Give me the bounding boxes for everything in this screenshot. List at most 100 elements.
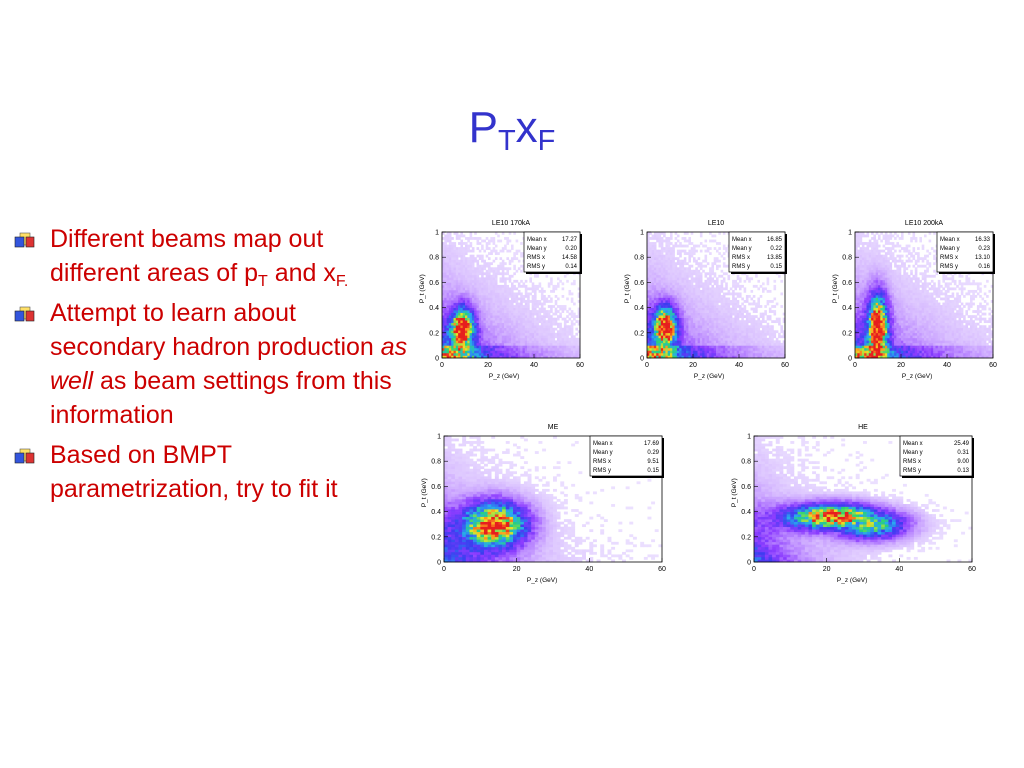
y-axis-label: P_t (GeV) bbox=[624, 274, 631, 303]
heatmap-cell bbox=[672, 307, 675, 311]
heatmap-cell bbox=[889, 352, 893, 356]
heatmap-cell bbox=[492, 342, 496, 346]
heatmap-cell bbox=[663, 350, 666, 354]
y-tick-label: 0.4 bbox=[634, 305, 644, 312]
heatmap-cell bbox=[501, 269, 505, 273]
heatmap-cell bbox=[483, 307, 486, 311]
heatmap-cell bbox=[501, 315, 505, 318]
heatmap-cell bbox=[882, 257, 886, 261]
heatmap-cell bbox=[442, 325, 445, 329]
heatmap-cell bbox=[458, 337, 461, 341]
heatmap-cell bbox=[780, 327, 783, 331]
heatmap-cell bbox=[713, 317, 717, 321]
heatmap-cell bbox=[868, 322, 872, 326]
heatmap-cell bbox=[444, 242, 447, 245]
heatmap-cell bbox=[748, 302, 751, 306]
heatmap-cell bbox=[448, 249, 452, 253]
heatmap-cell bbox=[882, 289, 886, 293]
heatmap-cell bbox=[732, 340, 735, 344]
heatmap-cell bbox=[866, 330, 870, 334]
heatmap-cell bbox=[757, 332, 760, 336]
heatmap-cell bbox=[688, 322, 691, 326]
heatmap-cell bbox=[506, 257, 509, 261]
heatmap-cell bbox=[859, 272, 863, 276]
heatmap-cell bbox=[670, 282, 673, 286]
heatmap-cell bbox=[699, 312, 703, 316]
heatmap-cell bbox=[554, 345, 558, 349]
heatmap-cell bbox=[663, 352, 666, 356]
heatmap-cell bbox=[875, 352, 879, 356]
heatmap-cell bbox=[861, 272, 865, 276]
heatmap-cell bbox=[467, 325, 470, 329]
heatmap-cell bbox=[568, 332, 572, 336]
heatmap-cell bbox=[474, 232, 477, 235]
heatmap-cell bbox=[501, 289, 505, 293]
heatmap-cell bbox=[460, 312, 463, 316]
heatmap-cell bbox=[490, 355, 493, 359]
heatmap-cell bbox=[647, 232, 650, 235]
heatmap-cell bbox=[522, 322, 526, 326]
heatmap-cell bbox=[485, 315, 489, 318]
heatmap-cell bbox=[702, 355, 705, 359]
heatmap-cell bbox=[866, 347, 870, 351]
heatmap-cell bbox=[490, 340, 493, 344]
heatmap-cell bbox=[481, 320, 484, 324]
heatmap-cell bbox=[734, 345, 737, 349]
heatmap-cell bbox=[697, 332, 701, 336]
heatmap-cell bbox=[658, 310, 662, 313]
heatmap-cell bbox=[511, 352, 514, 356]
heatmap-cell bbox=[697, 322, 701, 326]
heatmap-cell bbox=[693, 335, 696, 339]
heatmap-cell bbox=[451, 244, 454, 248]
heatmap-cell bbox=[474, 272, 477, 276]
heatmap-cell bbox=[873, 257, 876, 261]
heatmap-cell bbox=[741, 315, 744, 318]
heatmap-cell bbox=[688, 320, 691, 324]
heatmap-cell bbox=[471, 342, 475, 346]
heatmap-cell bbox=[494, 277, 498, 281]
heatmap-cell bbox=[880, 302, 883, 306]
heatmap-cell bbox=[764, 347, 767, 351]
heatmap-cell bbox=[720, 279, 724, 283]
heatmap-cell bbox=[494, 297, 498, 301]
heatmap-cell bbox=[517, 282, 521, 286]
heatmap-cell bbox=[649, 295, 652, 298]
heatmap-cell bbox=[741, 327, 744, 331]
heatmap-cell bbox=[478, 335, 482, 339]
heatmap-cell bbox=[506, 305, 509, 308]
heatmap-cell bbox=[513, 335, 516, 339]
heatmap-cell bbox=[704, 254, 708, 258]
heatmap-cell bbox=[670, 310, 673, 313]
heatmap-cell bbox=[861, 242, 865, 245]
heatmap-cell bbox=[748, 315, 751, 318]
heatmap-cell bbox=[889, 347, 893, 351]
heatmap-cell bbox=[522, 325, 526, 329]
heatmap-cell bbox=[476, 272, 480, 276]
heatmap-cell bbox=[647, 302, 650, 306]
heatmap-cell bbox=[647, 244, 650, 248]
heatmap-cell bbox=[768, 342, 772, 346]
heatmap-cell bbox=[873, 310, 876, 313]
heatmap-cell bbox=[653, 350, 657, 354]
heatmap-cell bbox=[520, 325, 523, 329]
heatmap-cell bbox=[748, 350, 751, 354]
heatmap-cell bbox=[552, 342, 555, 346]
heatmap-cell bbox=[681, 282, 685, 286]
heatmap-cell bbox=[444, 317, 447, 321]
heatmap-cell bbox=[515, 249, 519, 253]
heatmap-cell bbox=[524, 355, 528, 359]
heatmap-cell bbox=[778, 317, 781, 321]
heatmap-cell bbox=[513, 330, 516, 334]
heatmap-cell bbox=[552, 355, 555, 359]
heatmap-cell bbox=[483, 345, 486, 349]
heatmap-cell bbox=[861, 257, 865, 261]
heatmap-cell bbox=[462, 337, 466, 341]
heatmap-cell bbox=[736, 342, 740, 346]
heatmap-cell bbox=[706, 345, 710, 349]
heatmap-cell bbox=[653, 345, 657, 349]
heatmap-cell bbox=[676, 332, 680, 336]
heatmap-cell bbox=[455, 350, 459, 354]
heatmap-cell bbox=[531, 352, 535, 356]
heatmap-cell bbox=[718, 345, 721, 349]
heatmap-cell bbox=[857, 254, 860, 258]
